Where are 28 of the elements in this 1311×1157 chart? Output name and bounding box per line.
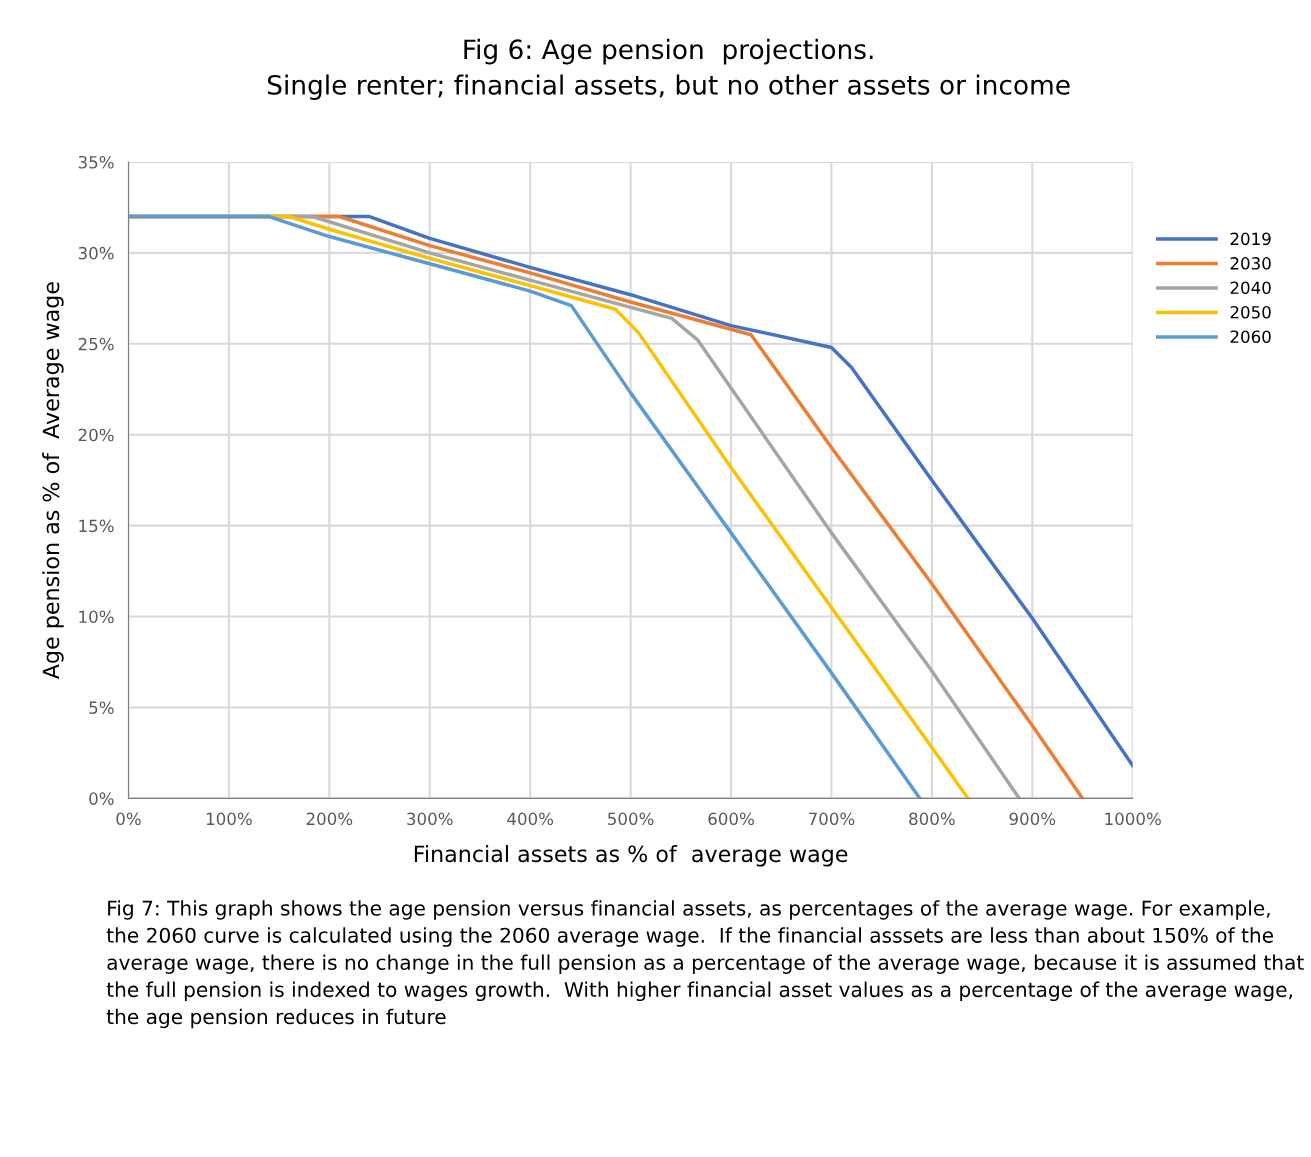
legend-label: 2040 <box>1230 281 1271 295</box>
x-tick-label: 100% <box>206 812 252 826</box>
y-tick-label: 30% <box>78 246 114 260</box>
x-tick-label: 800% <box>909 812 955 826</box>
legend-label: 2030 <box>1230 257 1271 270</box>
x-tick-label: 200% <box>306 812 353 826</box>
y-tick-label: 20% <box>78 428 114 442</box>
y-tick-label: 10% <box>79 610 114 624</box>
x-tick-label: 0% <box>116 812 141 826</box>
x-tick-label: 400% <box>507 812 554 826</box>
y-tick-label: 35% <box>78 155 114 169</box>
x-tick-label: 900% <box>1009 812 1056 826</box>
y-axis-title: Age pension as % of Average wage <box>42 282 64 680</box>
y-tick-label: 0% <box>89 792 114 805</box>
legend-label: 2050 <box>1230 305 1271 319</box>
x-tick-label: 1000% <box>1105 812 1161 826</box>
y-tick-label: 15% <box>79 519 114 533</box>
chart-title: Fig 6: Age pension projections. Single renter; financial assets, but no other assets or income <box>267 38 1070 100</box>
y-tick-label: 5% <box>89 701 114 714</box>
x-axis-title: Financial assets as % of average wage <box>414 845 848 867</box>
caption: Fig 7: This graph shows the age pension versus financial assets, as percentages of the average wage. For example, the 2060 curve is calculated using the 2060 average wage. If the financial asssets are less than about 150% of the average wage, there is no change in the full pension as a percentage of the average wage, because it is assumed that the full pension is indexed to wages growth. With higher financial asset values as a percentage of the average wage, the age pension reduces in future <box>106 900 1304 1029</box>
x-tick-label: 500% <box>608 812 654 826</box>
legend-label: 2060 <box>1230 330 1271 344</box>
x-tick-label: 600% <box>708 812 754 826</box>
legend-label: 2019 <box>1230 232 1271 246</box>
y-tick-label: 25% <box>78 337 114 351</box>
x-tick-label: 700% <box>808 812 855 826</box>
x-tick-label: 300% <box>407 812 453 826</box>
